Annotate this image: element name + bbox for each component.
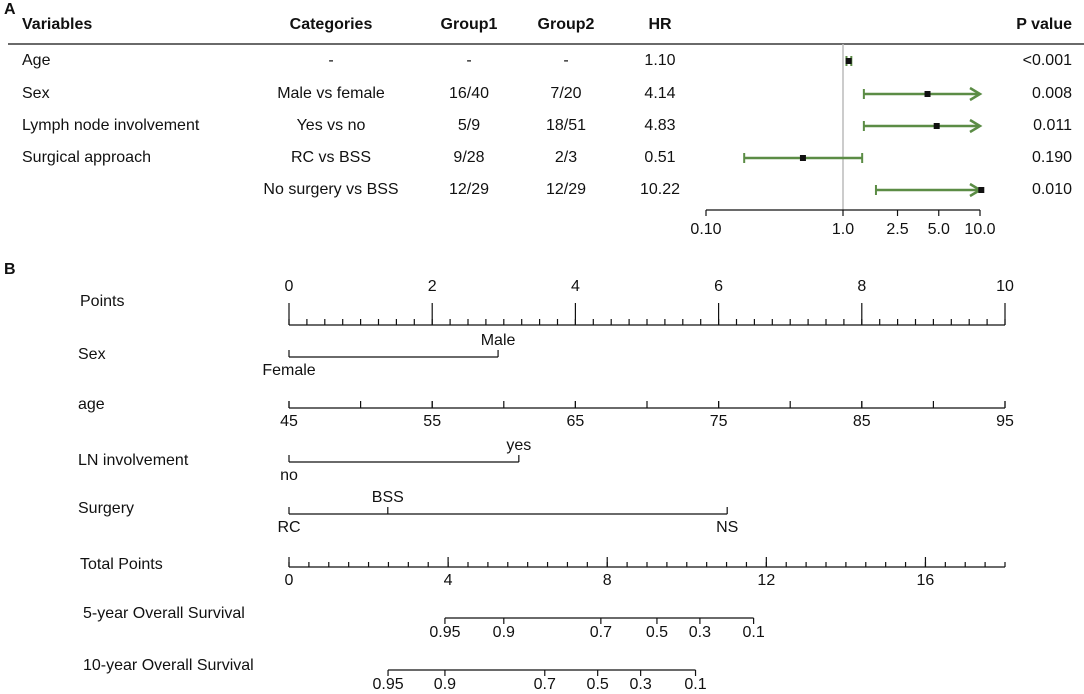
column-header: P value (1016, 16, 1072, 33)
tick-label: 95 (996, 413, 1014, 430)
group2: 18/51 (546, 117, 586, 134)
tick-label: 0.3 (689, 624, 711, 641)
level-label: yes (506, 437, 531, 454)
hr: 4.83 (644, 117, 675, 134)
tick-label: 0.95 (429, 624, 460, 641)
tick-label: 16 (917, 572, 935, 589)
level-label: Male (481, 332, 516, 349)
hr: 10.22 (640, 181, 680, 198)
panel-label: A (4, 1, 16, 18)
tick-label: 0.1 (742, 624, 764, 641)
tick-label: 0 (285, 572, 294, 589)
level-label: RC (277, 519, 300, 536)
level-label: no (280, 467, 298, 484)
tick-label: 4 (444, 572, 453, 589)
tick-label: 8 (603, 572, 612, 589)
level-label: Female (262, 362, 315, 379)
column-header: Group1 (441, 16, 498, 33)
tick-label: 0.3 (630, 676, 652, 693)
tick-label: 10 (996, 278, 1014, 295)
panel-label: B (4, 261, 16, 278)
variable: Age (22, 52, 51, 69)
row-label: 10-year Overall Survival (83, 657, 254, 674)
p-value: 0.008 (1032, 85, 1072, 102)
tick-label: 0.95 (372, 676, 403, 693)
hr-point (799, 155, 806, 161)
p-value: 0.190 (1032, 149, 1072, 166)
p-value: 0.011 (1033, 117, 1072, 134)
tick-label: 0.7 (590, 624, 612, 641)
group2: 7/20 (550, 85, 581, 102)
tick-label: 12 (757, 572, 775, 589)
group2: 12/29 (546, 181, 586, 198)
category: RC vs BSS (291, 149, 371, 166)
tick-label: 85 (853, 413, 871, 430)
group1: 12/29 (449, 181, 489, 198)
column-header: Categories (290, 16, 373, 33)
row-label: LN involvement (78, 452, 189, 469)
category: No surgery vs BSS (263, 181, 398, 198)
row-label: age (78, 396, 105, 413)
row-label: Surgery (78, 500, 134, 517)
column-header: HR (648, 16, 672, 33)
tick-label: 75 (710, 413, 728, 430)
row-label: 5-year Overall Survival (83, 605, 245, 622)
level-label: BSS (372, 489, 404, 506)
tick-label: 45 (280, 413, 298, 430)
variable: Lymph node involvement (22, 117, 200, 134)
column-header: Group2 (538, 16, 595, 33)
tick-label: 0.5 (646, 624, 668, 641)
tick-label: 0.9 (493, 624, 515, 641)
tick-label: 55 (423, 413, 441, 430)
hr-point (933, 123, 940, 129)
x-tick-label: 1.0 (832, 221, 854, 238)
hr: 0.51 (644, 149, 675, 166)
column-header: Variables (22, 16, 92, 33)
hr: 1.10 (644, 52, 675, 69)
tick-label: 8 (857, 278, 866, 295)
tick-label: 0.7 (534, 676, 556, 693)
hr-point (924, 91, 931, 97)
tick-label: 2 (428, 278, 437, 295)
ci-arrow (969, 118, 983, 134)
x-tick-label: 2.5 (886, 221, 908, 238)
group1: - (466, 52, 471, 69)
x-tick-label: 5.0 (928, 221, 950, 238)
tick-label: 4 (571, 278, 580, 295)
variable: Sex (22, 85, 50, 102)
group2: - (563, 52, 568, 69)
tick-label: 0.1 (684, 676, 706, 693)
tick-label: 0 (285, 278, 294, 295)
hr-point (845, 58, 852, 64)
tick-label: 0.5 (587, 676, 609, 693)
row-label: Sex (78, 346, 106, 363)
variable: Surgical approach (22, 149, 151, 166)
p-value: <0.001 (1023, 52, 1072, 69)
tick-label: 6 (714, 278, 723, 295)
row-label: Total Points (80, 556, 163, 573)
x-tick-label: 0.10 (690, 221, 721, 238)
p-value: 0.010 (1032, 181, 1072, 198)
level-label: NS (716, 519, 738, 536)
category: Yes vs no (297, 117, 366, 134)
category: Male vs female (277, 85, 385, 102)
x-tick-label: 10.0 (964, 221, 995, 238)
group1: 16/40 (449, 85, 489, 102)
group2: 2/3 (555, 149, 577, 166)
group1: 5/9 (458, 117, 480, 134)
tick-label: 65 (567, 413, 585, 430)
category: - (328, 52, 333, 69)
hr: 4.14 (644, 85, 675, 102)
ci-arrow (969, 86, 983, 102)
group1: 9/28 (453, 149, 484, 166)
tick-label: 0.9 (434, 676, 456, 693)
hr-point (978, 187, 985, 193)
row-label: Points (80, 293, 124, 310)
